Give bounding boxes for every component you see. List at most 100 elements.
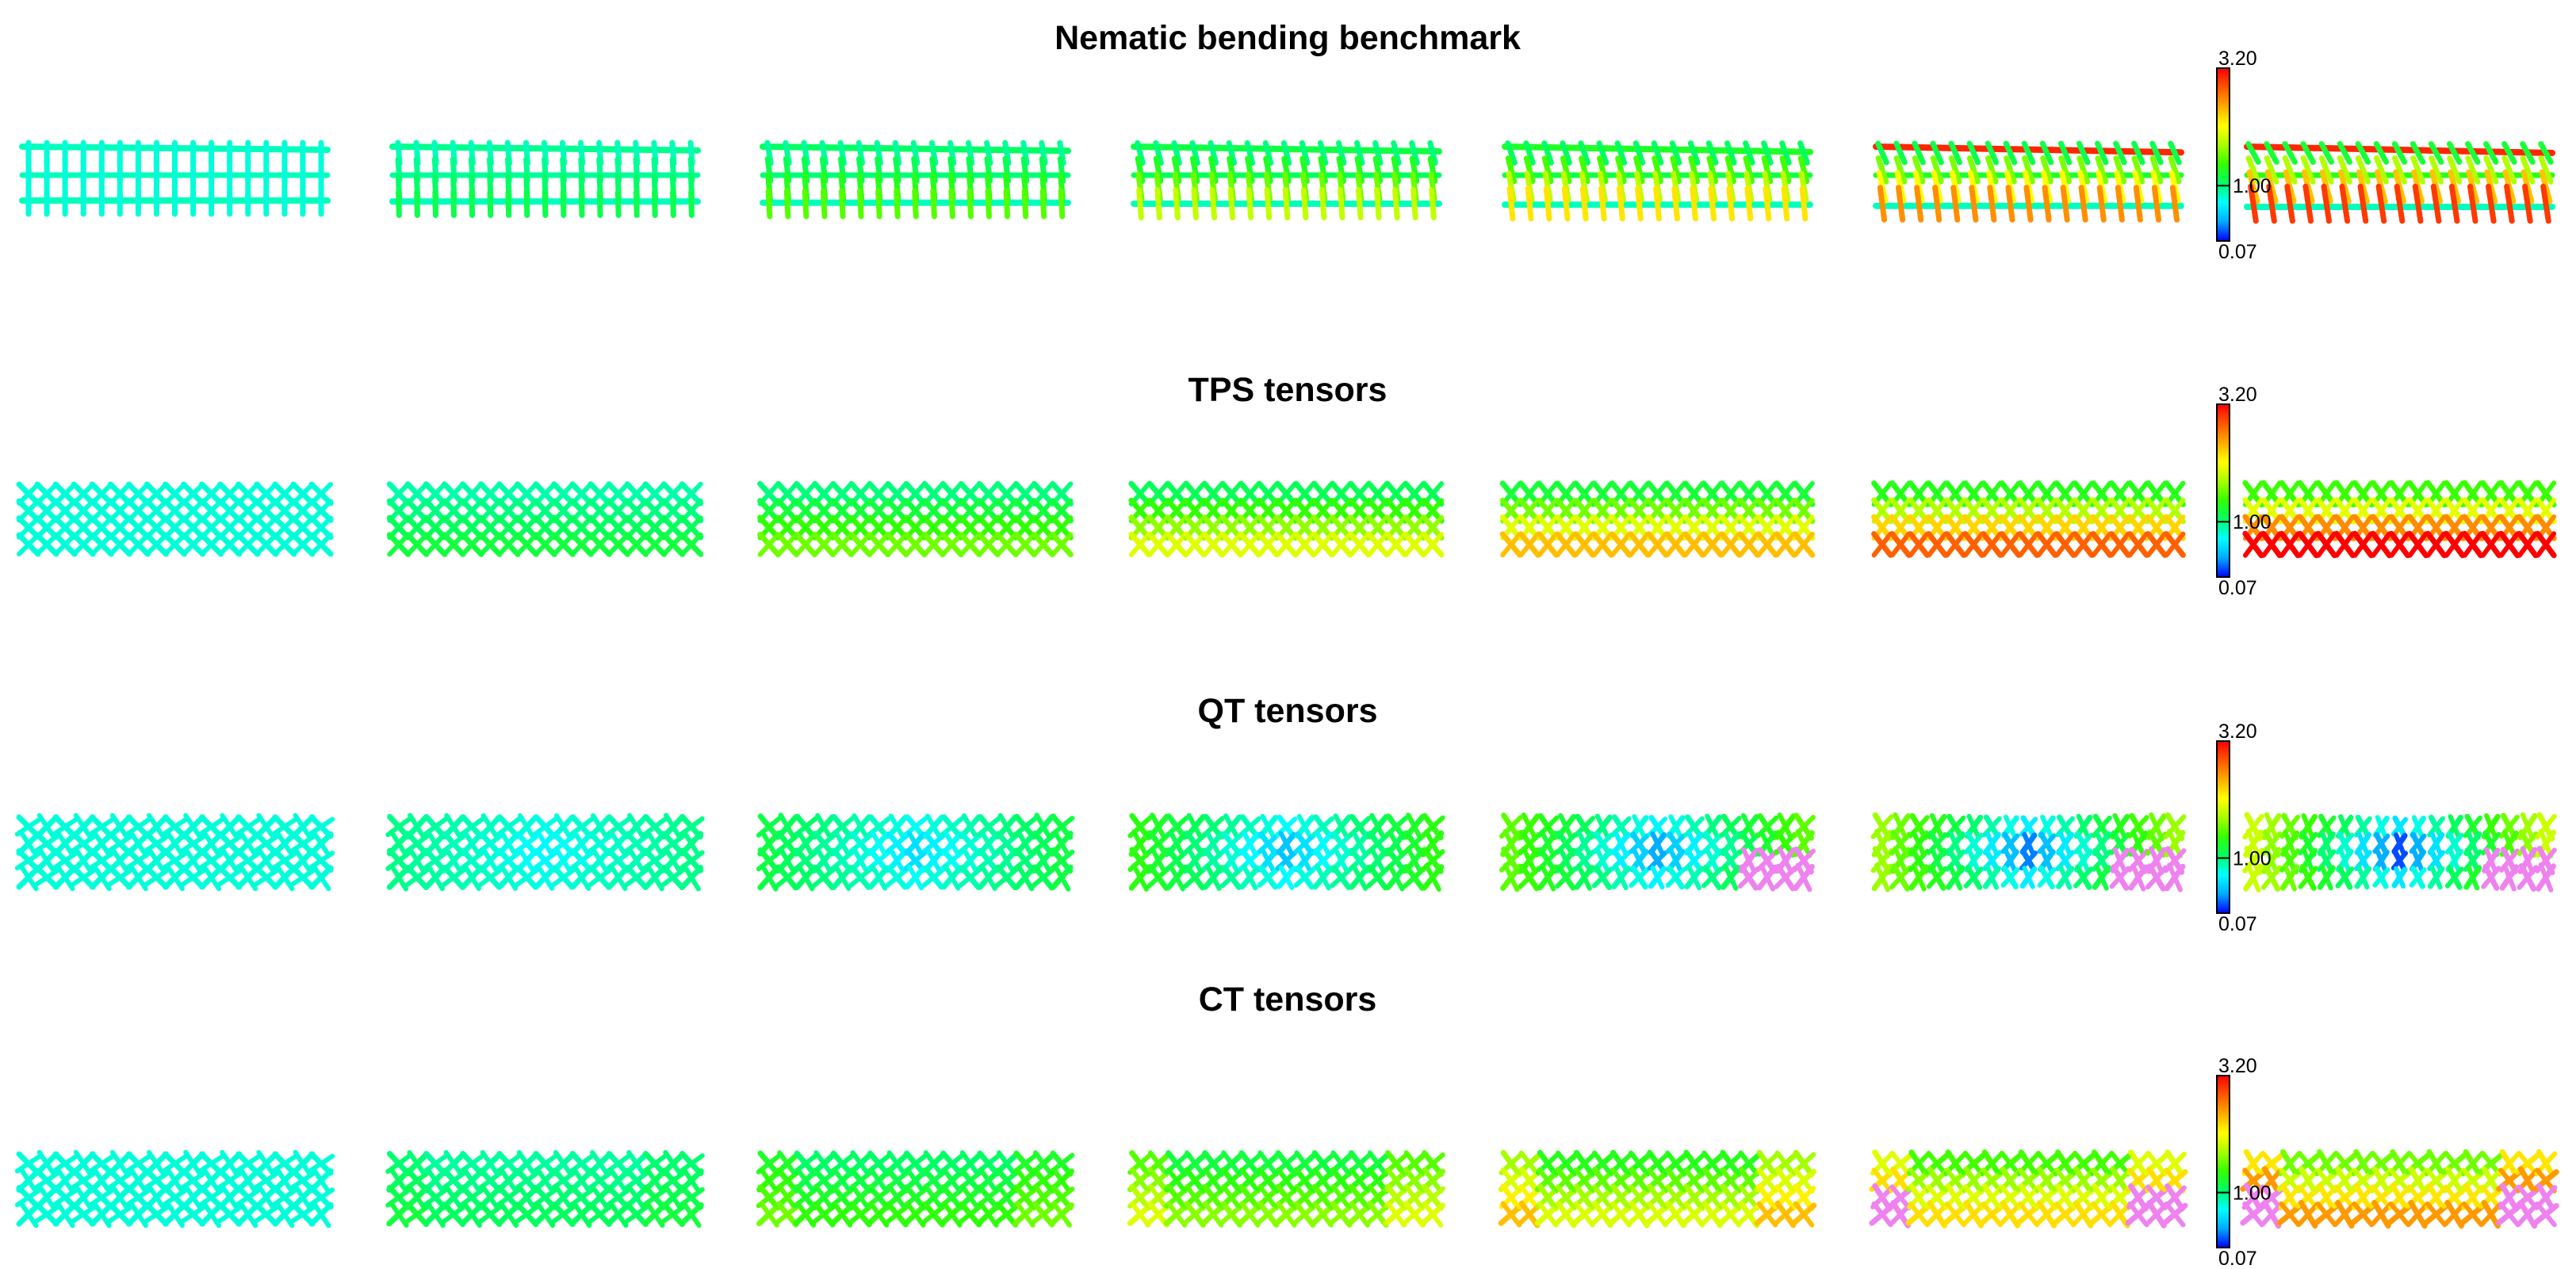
rod bbox=[108, 533, 132, 556]
rod bbox=[2005, 185, 2015, 223]
rod bbox=[387, 532, 411, 557]
rod bbox=[959, 532, 982, 557]
rod bbox=[1129, 1201, 1151, 1228]
rod bbox=[2394, 866, 2406, 889]
rod bbox=[1223, 847, 1240, 874]
rod bbox=[2425, 531, 2447, 558]
rod bbox=[1743, 155, 1755, 185]
rod bbox=[966, 188, 974, 220]
rod bbox=[2109, 531, 2131, 558]
rod bbox=[2054, 531, 2076, 558]
rod bbox=[2248, 183, 2259, 224]
rod bbox=[1688, 155, 1700, 185]
rod bbox=[2297, 1150, 2319, 1177]
rod bbox=[2443, 1184, 2466, 1210]
rod bbox=[1908, 1201, 1930, 1228]
rod bbox=[1592, 1184, 1613, 1211]
rod bbox=[90, 533, 114, 556]
rod bbox=[759, 1167, 779, 1194]
rod bbox=[1204, 830, 1222, 858]
rod bbox=[2164, 1201, 2186, 1228]
rod bbox=[2109, 1150, 2131, 1177]
rod bbox=[1392, 187, 1400, 220]
rod bbox=[1647, 1201, 1668, 1228]
rod bbox=[1774, 866, 1797, 889]
rod bbox=[1558, 812, 1575, 841]
rod bbox=[2284, 183, 2295, 224]
rod bbox=[108, 515, 132, 540]
rod bbox=[1720, 1201, 1742, 1228]
rod bbox=[1518, 866, 1541, 889]
rod bbox=[1541, 140, 1554, 166]
rod bbox=[943, 864, 961, 891]
rod bbox=[1154, 187, 1162, 220]
rod bbox=[1925, 1202, 1950, 1227]
rod bbox=[514, 867, 540, 888]
rod bbox=[1576, 830, 1592, 858]
rod bbox=[868, 1201, 890, 1228]
rod bbox=[70, 867, 98, 888]
rod bbox=[2109, 866, 2131, 889]
rod bbox=[2409, 833, 2427, 854]
rod bbox=[2264, 846, 2279, 875]
rod bbox=[1756, 1201, 1778, 1228]
rod bbox=[1908, 531, 1930, 558]
rod bbox=[1171, 140, 1182, 166]
rod bbox=[408, 847, 427, 875]
colorbar-gradient bbox=[2216, 740, 2230, 914]
rod bbox=[1166, 532, 1188, 557]
rod bbox=[2071, 1202, 2096, 1227]
rod bbox=[1388, 863, 1405, 892]
rod bbox=[2535, 1168, 2557, 1194]
rod bbox=[1948, 830, 1963, 857]
rod bbox=[1264, 187, 1273, 220]
rod bbox=[2406, 1184, 2429, 1210]
rod bbox=[1573, 1167, 1595, 1194]
rod bbox=[1592, 1150, 1613, 1177]
rod bbox=[1590, 1202, 1615, 1226]
rod bbox=[1239, 1201, 1261, 1228]
rod bbox=[1615, 155, 1627, 185]
rod bbox=[1402, 1202, 1427, 1226]
rod bbox=[2535, 531, 2557, 558]
rod bbox=[1184, 532, 1207, 557]
row-qt-tensors: QT tensors 3.20 1.00 0.07 bbox=[14, 692, 2557, 935]
rod bbox=[1150, 846, 1167, 875]
rod bbox=[2145, 1150, 2168, 1177]
rod bbox=[1403, 1184, 1425, 1211]
rod bbox=[1756, 531, 1778, 558]
rod bbox=[289, 1204, 317, 1225]
deformation-panel bbox=[757, 480, 1074, 558]
rod bbox=[2498, 1168, 2520, 1194]
rod bbox=[2406, 1150, 2429, 1177]
rod bbox=[1129, 1167, 1151, 1194]
rod bbox=[1150, 812, 1167, 841]
rod bbox=[1944, 531, 1966, 558]
rod bbox=[2538, 862, 2554, 893]
rod bbox=[1705, 847, 1721, 874]
rod bbox=[796, 829, 815, 858]
rod bbox=[778, 847, 797, 875]
rod bbox=[1500, 1167, 1522, 1194]
rod bbox=[688, 189, 695, 218]
rod bbox=[2130, 863, 2146, 892]
rod bbox=[2443, 1202, 2467, 1227]
rod bbox=[2167, 862, 2183, 893]
rod bbox=[2036, 1150, 2058, 1177]
rod bbox=[1736, 1202, 1762, 1226]
rod bbox=[290, 533, 315, 556]
rod bbox=[1653, 185, 1662, 222]
colorbar-mid-label: 1.00 bbox=[2233, 1183, 2272, 1205]
rod bbox=[2073, 1150, 2095, 1177]
rod bbox=[1773, 1202, 1798, 1226]
rod bbox=[396, 189, 402, 218]
rod bbox=[163, 482, 187, 506]
rod bbox=[536, 830, 554, 858]
rod bbox=[1930, 140, 1944, 166]
rod bbox=[289, 867, 317, 888]
rod bbox=[1367, 1150, 1388, 1177]
rod bbox=[664, 812, 683, 841]
rod bbox=[1403, 532, 1426, 557]
rod bbox=[1700, 1202, 1725, 1226]
rod bbox=[757, 532, 781, 557]
